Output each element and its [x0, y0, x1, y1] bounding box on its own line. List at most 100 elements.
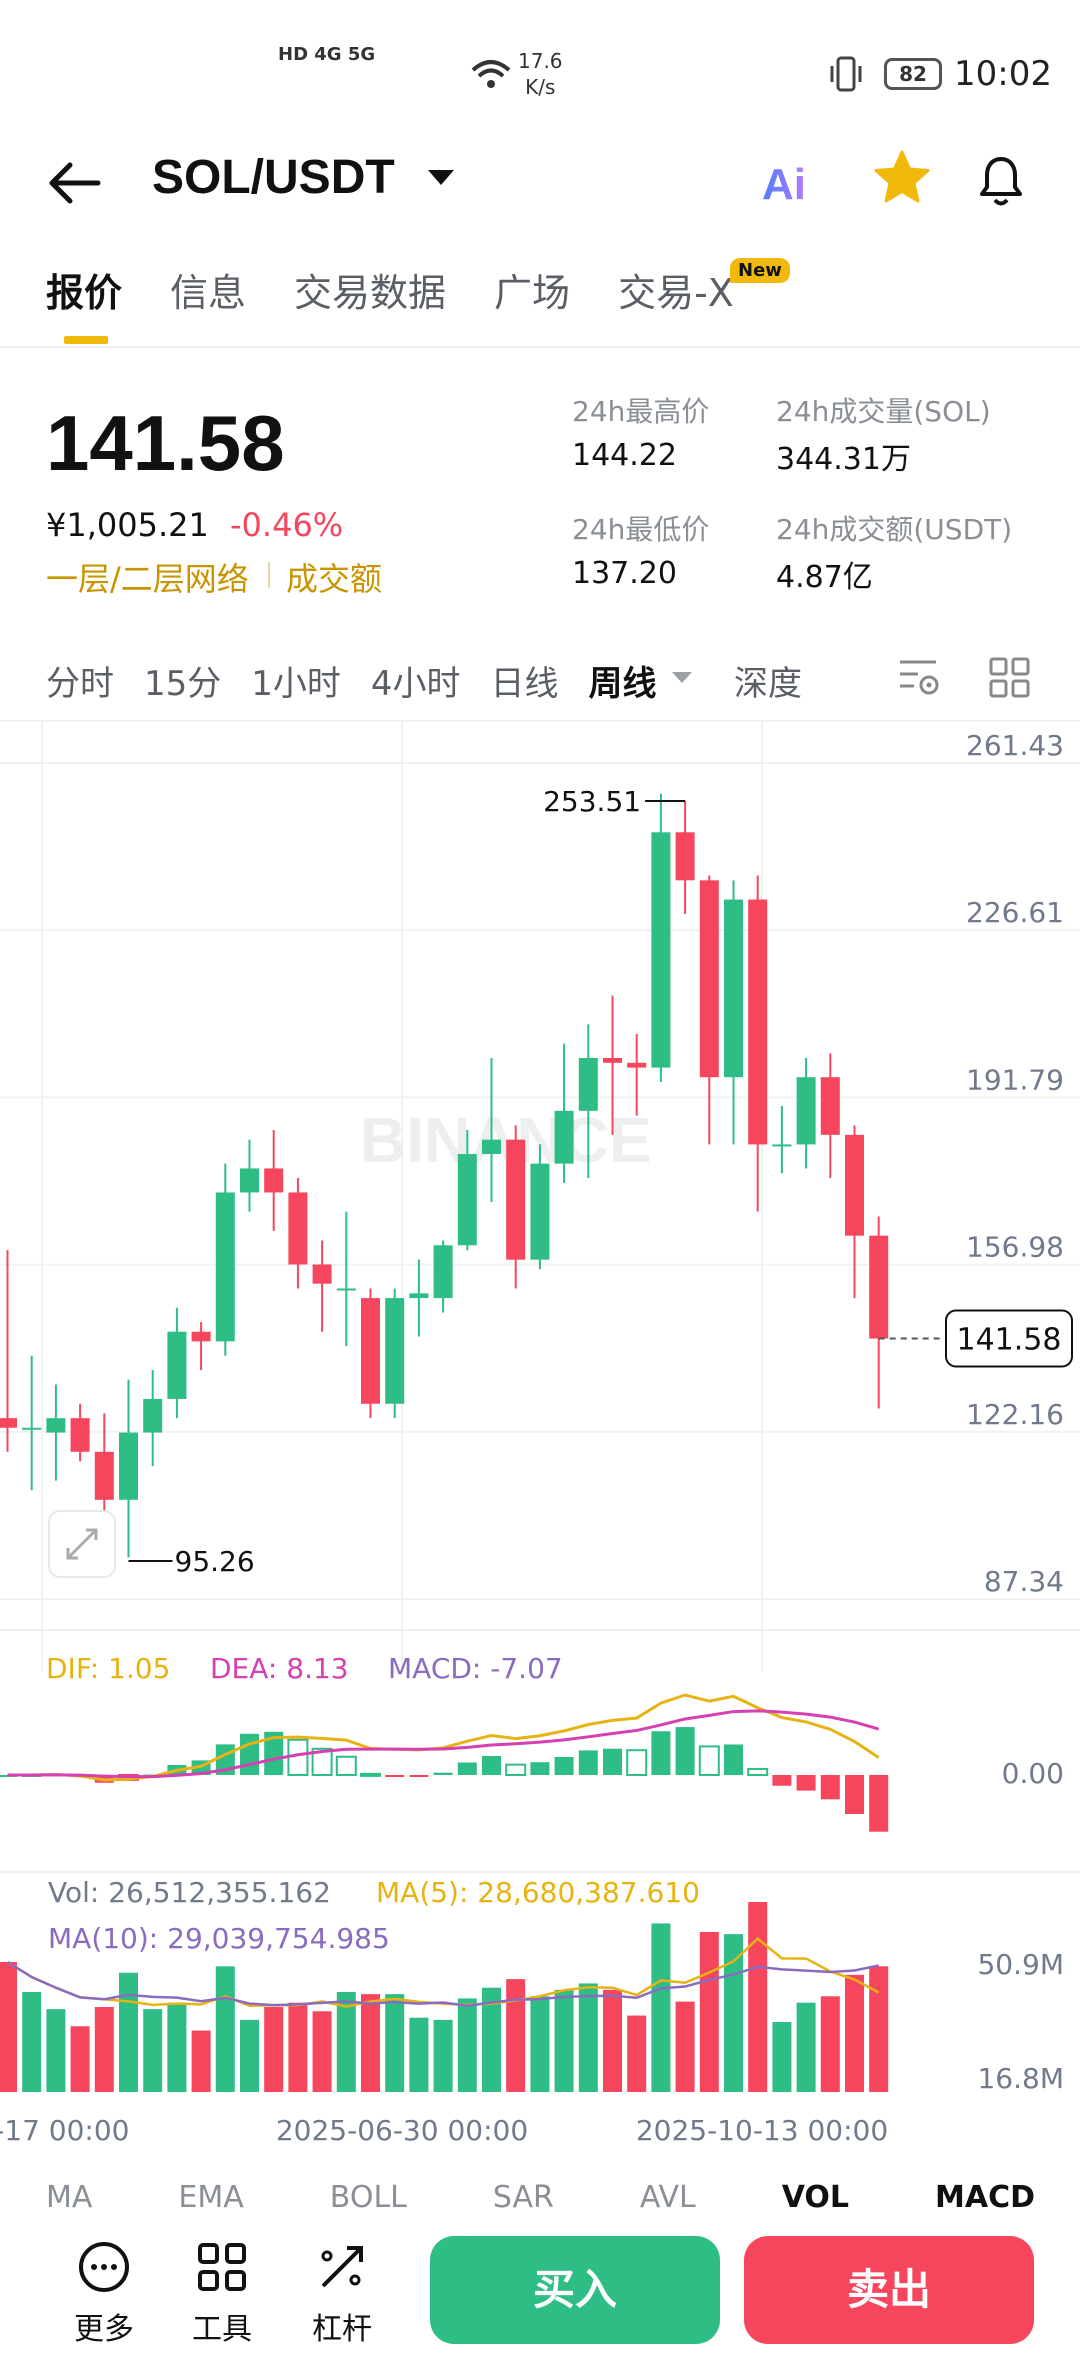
chart-settings-icon[interactable] [896, 654, 942, 700]
depth-tab[interactable]: 深度 [734, 664, 802, 704]
high-value: 144.22 [572, 438, 677, 473]
macd-bar [772, 1775, 792, 1786]
more-button[interactable]: 更多 [54, 2240, 154, 2348]
volume-bar [312, 2011, 332, 2092]
candle-body [385, 1298, 405, 1404]
volume-bar [869, 1966, 889, 2092]
tag-separator [268, 562, 270, 588]
interval-15m[interactable]: 15分 [144, 664, 222, 704]
ai-assistant-icon[interactable]: Ai [762, 160, 806, 209]
macd-bar [482, 1755, 501, 1775]
leverage-button[interactable]: 杠杆 [292, 2240, 392, 2348]
vol-tick: 50.9M [977, 1948, 1064, 1981]
volume-bar [530, 1996, 550, 2092]
ind-macd[interactable]: MACD [935, 2180, 1036, 2215]
volume-bar [578, 1983, 598, 2092]
price-tick: 226.61 [966, 896, 1064, 929]
pair-dropdown-caret-icon[interactable] [428, 170, 454, 185]
candle-body [724, 899, 743, 1078]
new-badge: New [730, 258, 790, 283]
volume-bar [554, 1989, 574, 2092]
pair-title[interactable]: SOL/USDT [152, 151, 395, 204]
macd-dea: DEA: 8.13 [210, 1652, 349, 1685]
high-label: 253.51 [543, 785, 641, 818]
ind-ema[interactable]: EMA [178, 2180, 244, 2215]
candle-body [143, 1398, 163, 1433]
macd-bar [869, 1775, 889, 1832]
price-tick: 87.34 [984, 1565, 1064, 1598]
volume-bar [336, 1992, 356, 2092]
interval-4h[interactable]: 4小时 [370, 664, 461, 704]
volume-bar [215, 1966, 235, 2092]
macd-bar [530, 1762, 550, 1775]
network-speed: 17.6 K/s [518, 48, 563, 100]
tab-trade-data[interactable]: 交易数据 [294, 271, 447, 315]
tab-quote[interactable]: 报价 [46, 271, 123, 315]
vol-value: Vol: 26,512,355.162 [48, 1876, 331, 1909]
tools-button[interactable]: 工具 [172, 2240, 272, 2348]
expand-chart-button[interactable] [48, 1510, 116, 1578]
price-change: -0.46% [230, 506, 344, 544]
macd-bar [820, 1775, 840, 1800]
candle-body [506, 1139, 526, 1260]
dea-line [7, 1709, 880, 1779]
low-label: 24h最低价 [572, 513, 710, 546]
interval-time[interactable]: 分时 [46, 664, 114, 704]
candle-body [482, 1139, 501, 1155]
back-arrow-icon[interactable] [40, 148, 110, 218]
sell-button[interactable]: 卖出 [744, 2236, 1034, 2344]
tab-info[interactable]: 信息 [170, 271, 247, 315]
price-tick: 122.16 [966, 1398, 1064, 1431]
macd-bar [675, 1727, 695, 1775]
more-dots-icon [79, 2242, 129, 2292]
ind-boll[interactable]: BOLL [329, 2180, 407, 2215]
volume-bar [433, 2019, 453, 2092]
candle-body [675, 832, 695, 881]
volume-bar [748, 1902, 768, 2092]
candle-body [554, 1110, 574, 1164]
volume-bar [361, 1994, 380, 2092]
buy-button[interactable]: 买入 [430, 2236, 720, 2344]
volume-panel: 50.9M 16.8M [0, 1902, 1064, 2095]
interval-1h[interactable]: 1小时 [251, 664, 341, 704]
tools-label: 工具 [192, 2312, 252, 2347]
interval-bar: 分时 15分 1小时 4小时 日线 周线 [46, 656, 687, 705]
volume-bar [796, 2002, 816, 2092]
price-gridlines [0, 722, 1080, 1873]
favorite-star-icon[interactable] [872, 148, 932, 208]
tab-trade-x[interactable]: 交易-X [618, 271, 734, 315]
macd-bar [796, 1775, 816, 1791]
ind-vol[interactable]: VOL [781, 2180, 850, 2215]
ind-sar[interactable]: SAR [492, 2180, 554, 2215]
interval-dropdown-caret-icon[interactable] [672, 672, 692, 683]
interval-1w[interactable]: 周线 [588, 664, 657, 704]
vol-usdt-label: 24h成交额(USDT) [776, 513, 1013, 546]
layout-grid-icon[interactable] [988, 656, 1032, 700]
macd-bar [747, 1767, 769, 1776]
time-tick: 2025-06-30 00:00 [276, 2114, 528, 2147]
macd-bar [626, 1749, 648, 1776]
kline-chart[interactable]: BINANCE 261.43 226.61 191.79 156.98 122.16 87… [0, 722, 1080, 2162]
candle-body [167, 1331, 187, 1399]
tools-grid-icon [198, 2243, 246, 2291]
volume-bar [385, 1994, 405, 2092]
speed-value: 17.6 [518, 49, 563, 73]
candle-body [288, 1192, 308, 1265]
volume-bar [820, 1996, 840, 2092]
network-indicator: HD 4G 5G [278, 44, 376, 65]
vol-tick: 16.8M [977, 2062, 1064, 2095]
volume-bar [724, 1934, 743, 2092]
volume-tag[interactable]: 成交额 [286, 560, 383, 598]
macd-bar [264, 1731, 284, 1775]
ind-avl[interactable]: AVL [639, 2180, 696, 2215]
ind-ma[interactable]: MA [46, 2180, 93, 2215]
bell-icon[interactable] [972, 150, 1030, 210]
macd-bar [311, 1747, 333, 1776]
layer-network-tag[interactable]: 一层/二层网络 [46, 560, 249, 598]
interval-1d[interactable]: 日线 [490, 664, 559, 704]
last-price-tag: 141.58 [957, 1323, 1062, 1358]
vol-ma10: MA(10): 29,039,754.985 [48, 1922, 390, 1955]
volume-bar [0, 1962, 17, 2092]
candle-body [820, 1077, 840, 1135]
tab-square[interactable]: 广场 [494, 271, 571, 315]
